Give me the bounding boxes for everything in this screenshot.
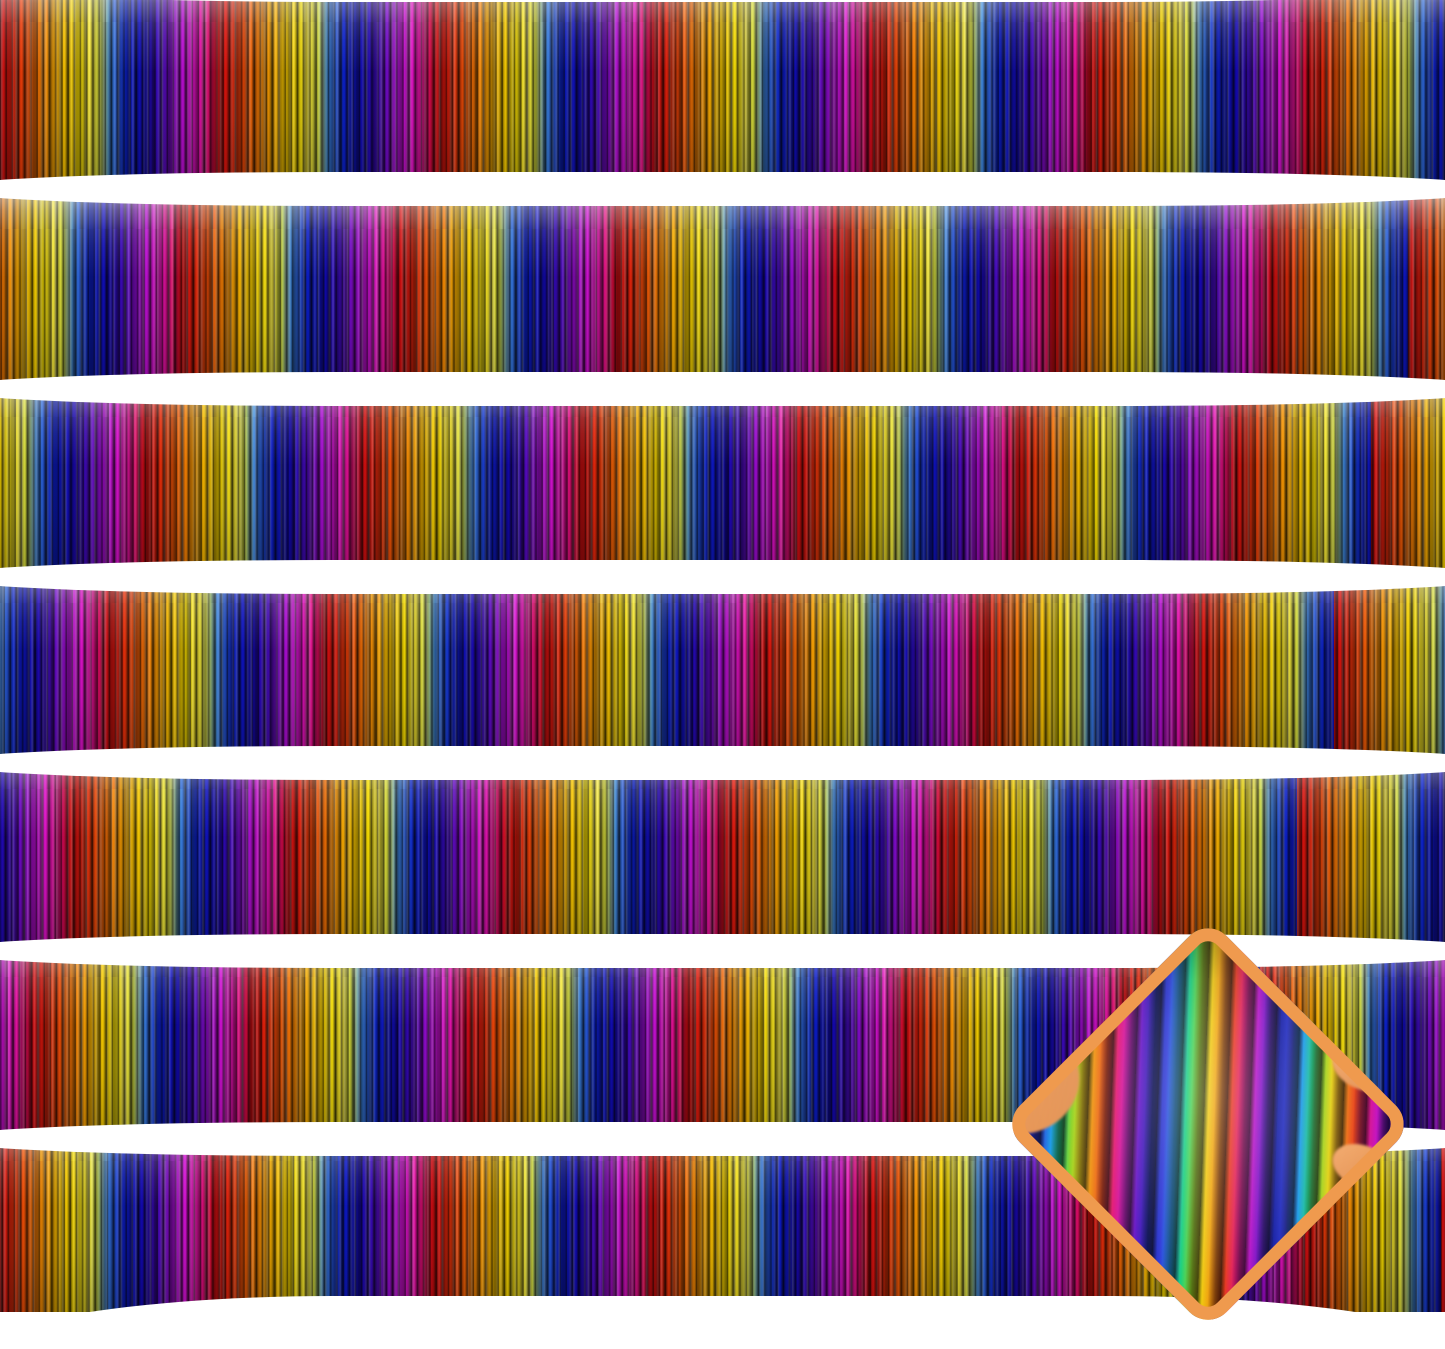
fringe-strands xyxy=(0,570,1445,762)
garland-row-2 xyxy=(0,196,1445,388)
fringe-strands xyxy=(0,0,1445,188)
fringe-surface xyxy=(0,384,1445,576)
fringe-surface xyxy=(0,570,1445,762)
fringe-strand-highlights xyxy=(0,756,1445,950)
foil-gloss-highlight xyxy=(0,196,1445,277)
fringe-strand-highlights xyxy=(0,0,1445,188)
fringe-surface xyxy=(0,0,1445,188)
garland-row-5 xyxy=(0,756,1445,950)
fringe-surface xyxy=(0,196,1445,388)
garland-row-1 xyxy=(0,0,1445,188)
garland-header-band xyxy=(0,0,1445,22)
fringe-surface xyxy=(0,756,1445,950)
fringe-shading xyxy=(0,384,1445,576)
fringe-shading xyxy=(0,196,1445,388)
fringe-strand-highlights xyxy=(0,196,1445,388)
garland-row-4 xyxy=(0,570,1445,762)
fringe-strand-highlights xyxy=(0,384,1445,576)
fringe-strands xyxy=(0,384,1445,576)
fringe-strands xyxy=(0,196,1445,388)
foil-gloss-highlight xyxy=(0,0,1445,72)
fringe-shading xyxy=(0,570,1445,762)
garland-row-3 xyxy=(0,384,1445,576)
fringe-strand-highlights xyxy=(0,570,1445,762)
fringe-shading xyxy=(0,756,1445,950)
fringe-shading xyxy=(0,0,1445,188)
fringe-strands xyxy=(0,756,1445,950)
